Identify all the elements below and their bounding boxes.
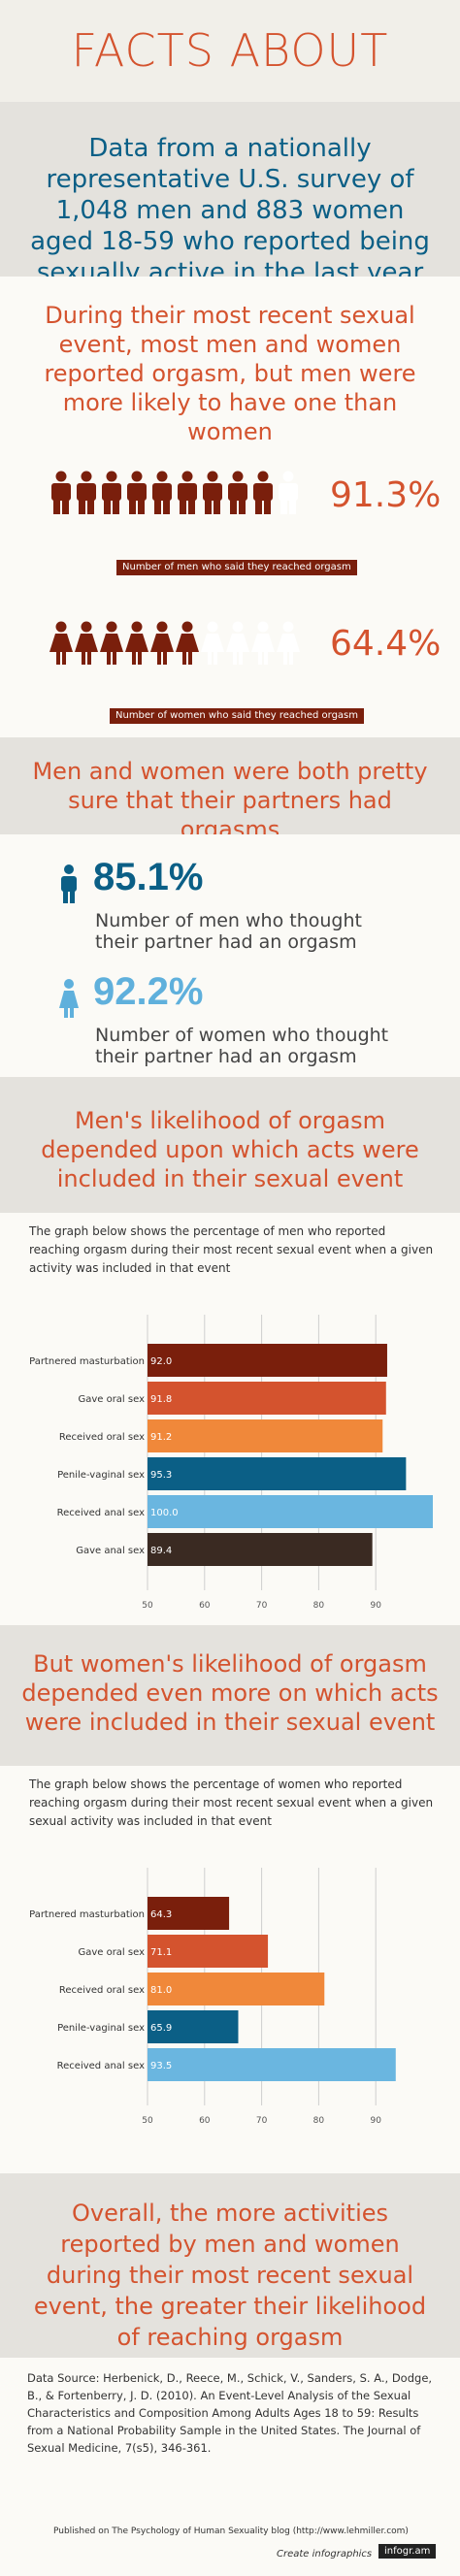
women-chart-bar: [148, 2010, 239, 2043]
intro-text: Data from a nationally representative U.…: [30, 134, 430, 287]
section4-heading: But women's likelihood of orgasm depende…: [21, 1650, 439, 1736]
woman-icon-4: [124, 621, 149, 669]
men-chart-bar: [148, 1533, 373, 1566]
men-chart-value-label: 91.2: [150, 1432, 172, 1443]
women-chart-category-label: Partnered masturbation: [29, 1909, 145, 1920]
man-icon-10: [276, 471, 301, 519]
men-chart-bar: [148, 1382, 386, 1415]
men-chart-panel: The graph below shows the percentage of …: [0, 1213, 460, 1625]
women-chart-x-tick-label: 80: [313, 2116, 325, 2126]
men-partner-percent: 85.1%: [93, 856, 204, 898]
woman-icon-2: [74, 621, 99, 669]
men-chart-x-tick-label: 80: [313, 1601, 325, 1611]
men-chart-category-label: Gave oral sex: [78, 1394, 145, 1405]
published-note: Published on The Psychology of Human Sex…: [53, 2527, 409, 2536]
section-orgasm-rates: During their most recent sexual event, m…: [0, 277, 460, 737]
man-icon-6: [175, 471, 200, 519]
men-orgasm-percent: 91.3%: [330, 475, 442, 515]
men-chart-description: The graph below shows the percentage of …: [29, 1224, 434, 1275]
women-chart-x-tick-label: 70: [256, 2116, 268, 2126]
woman-icon-9: [250, 621, 276, 669]
page-title: FACTS ABOUT ORGASM: [71, 24, 389, 179]
women-chart-value-label: 65.9: [150, 2023, 172, 2034]
women-partner-text: Number of women who thought their partne…: [95, 1025, 389, 1067]
women-chart-x-tick-label: 60: [199, 2116, 211, 2126]
woman-icon: [59, 979, 79, 1018]
women-chart-category-label: Received oral sex: [59, 1985, 145, 1996]
men-chart-bar: [148, 1419, 383, 1452]
men-chart-category-label: Gave anal sex: [76, 1546, 145, 1556]
footer: Data Source: Herbenick, D., Reece, M., S…: [0, 2358, 460, 2576]
woman-icon-6: [175, 621, 200, 669]
men-chart-x-tick-label: 60: [199, 1601, 211, 1611]
man-icon-2: [74, 471, 99, 519]
men-chart-category-label: Received oral sex: [59, 1432, 145, 1443]
section2-heading: Men and women were both pretty sure that…: [32, 758, 428, 843]
man-icon-3: [99, 471, 124, 519]
men-chart-value-label: 89.4: [150, 1546, 172, 1556]
man-icon-8: [225, 471, 250, 519]
women-orgasm-percent: 64.4%: [330, 624, 442, 664]
women-chart-x-tick-label: 90: [370, 2116, 381, 2126]
women-chart-x-tick-label: 50: [142, 2116, 153, 2126]
women-partner-percent: 92.2%: [93, 970, 204, 1013]
man-icon-7: [200, 471, 225, 519]
women-orgasm-bar-chart: 50 60 70 80 90 Partnered masturbation 64.3 Gave…: [29, 1868, 396, 2126]
men-chart-x-tick-label: 90: [370, 1601, 381, 1611]
men-chart-value-label: 95.3: [150, 1470, 172, 1481]
create-infographics-link[interactable]: Create infographics: [277, 2549, 373, 2560]
woman-icon-3: [99, 621, 124, 669]
infogram-logo[interactable]: infogr.am: [378, 2544, 437, 2559]
women-chart-description: The graph below shows the percentage of …: [29, 1777, 434, 1828]
man-icon-9: [250, 471, 276, 519]
men-chart-bar: [148, 1457, 407, 1490]
women-chart-category-label: Gave oral sex: [78, 1947, 145, 1958]
men-chart-category-label: Partnered masturbation: [29, 1356, 145, 1367]
women-chart-bar: [148, 1935, 269, 1968]
data-source: Data Source: Herbenick, D., Reece, M., S…: [27, 2371, 433, 2455]
conclusion-text: Overall, the more activities reported by…: [33, 2200, 427, 2351]
section1-heading: During their most recent sexual event, m…: [44, 302, 416, 445]
section3-header: Men's likelihood of orgasm depended upon…: [0, 1077, 460, 1213]
woman-icon-5: [149, 621, 175, 669]
women-chart-category-label: Penile-vaginal sex: [57, 2023, 145, 2034]
women-chart-bar: [148, 1973, 325, 2005]
men-chart-x-tick-label: 70: [256, 1601, 268, 1611]
men-orgasm-bar-chart: 50 60 70 80 90 Partnered masturbation 92.0 Gave…: [29, 1315, 433, 1611]
man-icon-1: [49, 471, 74, 519]
women-chart-panel: The graph below shows the percentage of …: [0, 1766, 460, 2173]
woman-icon-1: [49, 621, 74, 669]
men-chart-category-label: Received anal sex: [57, 1508, 145, 1518]
men-chart-bar: [148, 1344, 387, 1377]
women-chart-value-label: 93.5: [150, 2061, 172, 2071]
intro-panel: Data from a nationally representative U.…: [0, 102, 460, 287]
women-chart-category-label: Received anal sex: [57, 2061, 145, 2071]
men-partner-text: Number of men who thought their partner …: [95, 910, 362, 953]
man-icon: [61, 864, 77, 903]
men-orgasm-caption: Number of men who said they reached orga…: [116, 560, 357, 575]
woman-icon-7: [200, 621, 225, 669]
women-chart-value-label: 81.0: [150, 1985, 172, 1996]
man-icon-4: [124, 471, 149, 519]
women-chart-value-label: 64.3: [150, 1909, 172, 1920]
woman-icon-8: [225, 621, 250, 669]
men-chart-x-tick-label: 50: [142, 1601, 153, 1611]
women-chart-value-label: 71.1: [150, 1947, 172, 1958]
section4-header: But women's likelihood of orgasm depende…: [0, 1625, 460, 1766]
conclusion-panel: Overall, the more activities reported by…: [0, 2173, 460, 2358]
men-chart-category-label: Penile-vaginal sex: [57, 1470, 145, 1481]
women-chart-bar: [148, 1897, 230, 1930]
men-chart-value-label: 100.0: [150, 1508, 179, 1518]
men-chart-value-label: 91.8: [150, 1394, 172, 1405]
women-orgasm-caption: Number of women who said they reached or…: [110, 708, 365, 724]
section3-heading: Men's likelihood of orgasm depended upon…: [41, 1107, 419, 1192]
man-icon-5: [149, 471, 175, 519]
section2-header: Men and women were both pretty sure that…: [0, 737, 460, 843]
woman-icon-10: [276, 621, 301, 669]
men-chart-bar: [148, 1495, 433, 1528]
women-chart-bar: [148, 2048, 396, 2081]
men-chart-value-label: 92.0: [150, 1356, 172, 1367]
section-partner-orgasm: 85.1% Number of men who thought their pa…: [0, 834, 460, 1077]
